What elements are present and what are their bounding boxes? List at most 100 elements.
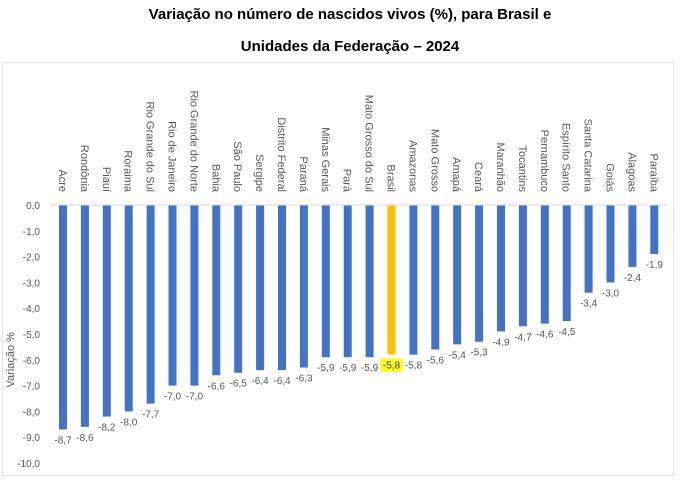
bar	[453, 205, 462, 345]
bar-value-label: -5,3	[470, 348, 488, 359]
chart-title-line1: Variação no número de nascidos vivos (%)…	[148, 6, 552, 23]
bar	[234, 205, 243, 373]
y-tick-label: -5,0	[23, 330, 41, 341]
y-tick-label: -3,0	[23, 278, 41, 289]
category-label: Paraná	[297, 157, 309, 193]
category-label: Acre	[56, 169, 68, 192]
category-label: Distrito Federal	[275, 117, 287, 192]
bar	[146, 205, 155, 404]
category-label: Rondônia	[78, 145, 90, 193]
category-label: Rio Grande do Norte	[187, 91, 199, 193]
y-tick-label: -7,0	[23, 382, 41, 393]
y-axis-title: Variação %	[5, 332, 17, 388]
category-label: Maranhão	[494, 142, 506, 192]
bar	[299, 205, 308, 368]
y-tick-label: -8,0	[23, 407, 41, 418]
bar	[190, 205, 199, 386]
bar-value-label-highlight	[380, 358, 403, 372]
bar-value-label: -5,8	[405, 361, 423, 372]
category-label: Piauí	[100, 167, 112, 192]
y-tick-label: -2,0	[23, 253, 41, 264]
bar	[168, 205, 177, 386]
category-label: Ceará	[472, 162, 484, 193]
category-label: Roraima	[122, 150, 134, 192]
category-label: São Paulo	[231, 141, 243, 192]
category-label: Amazonas	[406, 140, 418, 192]
bar-value-label: -4,9	[492, 337, 510, 348]
bar	[518, 205, 527, 327]
bar-value-label: -5,9	[317, 363, 335, 374]
bar-value-label: -6,5	[230, 379, 248, 390]
bar	[409, 205, 418, 355]
y-tick-label: -6,0	[23, 356, 41, 367]
bar	[256, 205, 265, 371]
bar	[102, 205, 111, 417]
bar	[650, 205, 659, 255]
category-label: Pernambuco	[538, 130, 550, 192]
bar	[124, 205, 133, 412]
category-label: Tocantins	[516, 146, 528, 193]
bar	[497, 205, 505, 332]
bar	[387, 205, 396, 355]
category-label: Mato Grosso	[428, 129, 440, 192]
bar-value-label: -4,5	[558, 327, 576, 338]
bar-value-label: -8,2	[98, 423, 116, 434]
category-label: Sergipe	[253, 154, 265, 192]
bar-value-label: -6,4	[251, 376, 269, 387]
bar	[59, 205, 67, 430]
category-label: Brasil	[385, 164, 397, 192]
bar	[628, 205, 637, 267]
category-label: Minas Gerais	[319, 127, 331, 192]
bar	[365, 205, 374, 358]
bar	[431, 205, 440, 350]
bar-value-label: -6,6	[208, 381, 226, 392]
bar	[278, 205, 286, 371]
bar	[475, 205, 484, 342]
bar-value-label: -7,0	[186, 392, 204, 403]
category-label: Pará	[341, 169, 353, 193]
category-label: Goiás	[604, 163, 616, 192]
category-label: Rio de Janeiro	[166, 121, 178, 192]
bar-value-label: -6,3	[295, 374, 313, 385]
category-label: Espírito Santo	[560, 123, 572, 192]
bar	[212, 205, 221, 376]
bar	[540, 205, 549, 324]
y-tick-label: -10,0	[17, 459, 40, 470]
y-tick-label: -4,0	[23, 304, 41, 315]
bar	[321, 205, 330, 358]
bar-value-label: -7,7	[142, 410, 160, 421]
bar-value-label: -2,4	[624, 273, 642, 284]
bar	[80, 205, 89, 427]
category-label: Amapá	[450, 157, 462, 193]
bar	[606, 205, 615, 283]
bar-value-label: -8,6	[76, 433, 94, 444]
y-tick-label: -1,0	[23, 227, 41, 238]
bar-value-label: -5,9	[339, 363, 357, 374]
plot-area-frame	[2, 62, 674, 476]
bar-value-label: -5,4	[449, 350, 467, 361]
category-label: Bahia	[209, 164, 221, 193]
bar-value-label: -4,7	[514, 332, 532, 343]
bar-value-label: -5,9	[361, 363, 379, 374]
category-label: Paraíba	[647, 153, 659, 192]
bar-value-label: -3,0	[602, 288, 620, 299]
bar-value-label: -4,6	[536, 330, 554, 341]
category-label: Rio Grande do Sul	[144, 102, 156, 193]
bar-value-label: -5,6	[427, 355, 445, 366]
y-tick-label: 0,0	[26, 201, 40, 212]
bar-value-label: -1,9	[646, 260, 664, 271]
bar-value-label: -3,4	[580, 299, 598, 310]
category-label: Mato Grosso do Sul	[363, 95, 375, 192]
category-label: Santa Catarina	[582, 119, 594, 193]
y-tick-label: -9,0	[23, 433, 41, 444]
bar-value-label: -8,7	[54, 435, 72, 446]
bar	[584, 205, 593, 293]
category-label: Alagoas	[625, 152, 637, 192]
bar	[343, 205, 352, 358]
bar	[562, 205, 571, 322]
bar-value-label: -8,0	[120, 417, 138, 428]
bar-value-label: -6,4	[273, 376, 291, 387]
chart-title-line2: Unidades da Federação – 2024	[240, 38, 460, 55]
bar-value-label: -7,0	[164, 392, 182, 403]
